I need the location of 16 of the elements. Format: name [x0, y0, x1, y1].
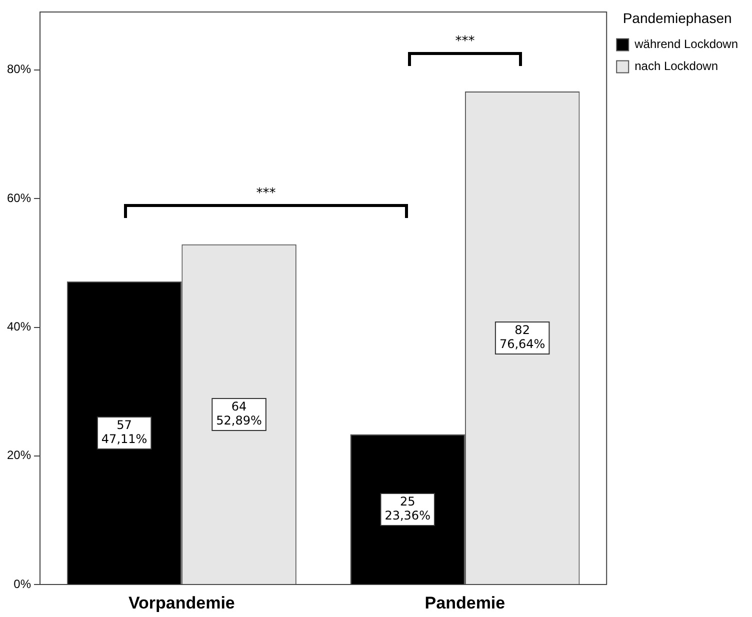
legend-label: nach Lockdown: [634, 59, 718, 74]
x-tick-label: Pandemie: [424, 593, 506, 612]
legend-label: während Lockdown: [634, 37, 738, 52]
x-tick-label: Vorpandemie: [128, 593, 235, 612]
legend-title: Pandemiephasen: [622, 10, 732, 26]
annotation: ***: [256, 186, 276, 202]
data-label: 57 47,11%: [101, 418, 148, 446]
y-tick-label: 40%: [6, 320, 32, 334]
data-label: 64 52,89%: [216, 400, 262, 428]
y-tick-label: 60%: [6, 190, 32, 205]
y-tick-label: 80%: [6, 62, 32, 76]
data-label: 82 76,64%: [499, 323, 546, 352]
data-label: 25 23,36%: [384, 494, 430, 523]
annotation: ***: [455, 34, 475, 49]
y-tick-label: 20%: [6, 448, 32, 462]
y-tick-label: 0%: [14, 576, 32, 591]
